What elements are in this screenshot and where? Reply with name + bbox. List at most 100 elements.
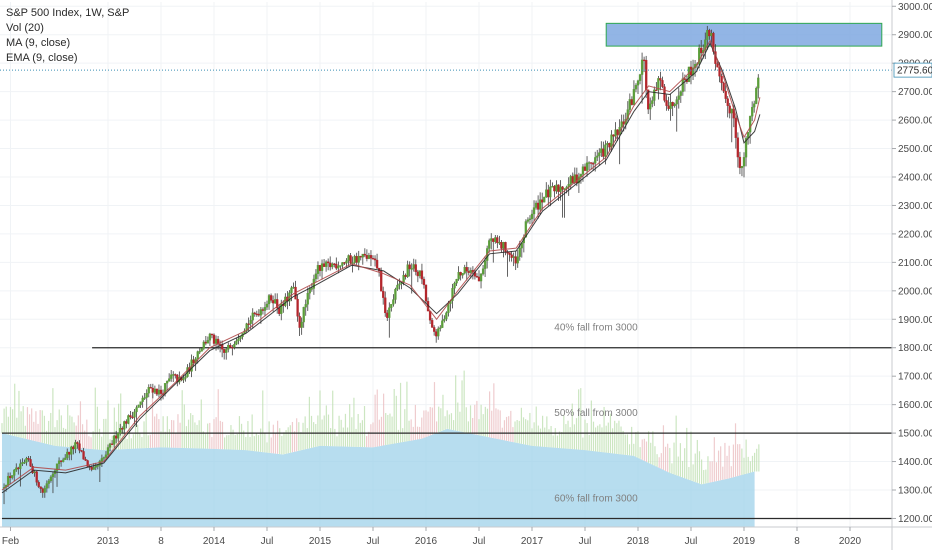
candle-body [483,260,487,269]
candle-body [290,287,293,293]
candle-body [153,388,157,393]
candle-body [108,443,112,448]
candle-body [341,262,344,266]
candle-body [159,389,163,394]
candle-body [642,59,646,62]
candle-body [681,78,684,92]
candle-body [115,435,118,439]
candle-body [382,291,385,298]
x-tick-label: Jul [579,536,592,547]
candle-body [196,351,199,360]
candle-body [112,435,116,445]
candle-body [227,345,230,350]
candle-body [665,100,668,106]
y-tick-label: 2100.00 [898,258,932,269]
candle-body [343,262,346,264]
candle-body [143,397,146,399]
candle-body [318,265,322,271]
candle-body [647,89,650,110]
x-tick-label: 2020 [839,536,862,547]
candle-body [271,300,275,304]
candle-body [451,288,454,301]
candle-body [561,186,564,190]
candle-body [373,258,377,261]
candle-body [68,451,71,455]
candle-body [245,323,248,332]
candle-body [347,255,350,261]
candle-body [596,155,599,158]
candle-body [604,144,607,157]
x-tick-label: 2015 [309,536,332,547]
candle-body [606,143,609,145]
candle-body [612,134,615,137]
candle-body [43,488,46,493]
candle-body [119,428,122,434]
candle-body [298,316,301,328]
candle-body [78,443,81,451]
candle-body [149,387,152,389]
candle-body [628,99,631,110]
y-tick-label: 2500.00 [898,144,932,155]
candle-body [223,349,226,353]
candle-body [728,105,731,114]
candle-body [547,189,550,198]
y-tick-label: 2300.00 [898,201,932,212]
candle-body [202,341,205,349]
candle-body [320,263,324,271]
last-price-label: 2775.60 [897,66,932,77]
candle-body [253,312,256,315]
candle-body [545,189,548,198]
candle-body [412,264,415,269]
candle-body [361,253,364,258]
candle-body [353,256,356,263]
candle-body [322,263,326,267]
candle-body [151,387,154,393]
candle-body [11,475,14,478]
candle-body [145,393,148,398]
candle-body [35,471,38,483]
y-tick-label: 1500.00 [898,429,932,440]
y-tick-label: 1800.00 [898,343,932,354]
candle-body [147,387,150,394]
candle-body [457,272,460,280]
candle-body [751,106,754,117]
y-tick-label: 1700.00 [898,372,932,383]
candle-body [380,270,383,292]
candle-body [514,256,517,264]
resistance-zone [605,22,883,47]
candle-body [755,88,758,104]
y-tick-label: 1600.00 [898,400,932,411]
candle-body [208,333,212,341]
candle-body [13,469,16,476]
x-tick-label: Jul [261,536,274,547]
candle-body [669,102,672,109]
candle-body [84,459,87,461]
candle-body [129,415,132,418]
candle-body [33,471,36,474]
candle-body [730,108,733,114]
candle-body [645,59,648,91]
candle-body [528,218,532,221]
candle-body [300,321,303,328]
y-tick-label: 2200.00 [898,229,932,240]
candle-body [549,186,552,198]
candle-body [6,475,10,486]
candle-body [543,196,546,203]
candle-body [157,389,161,395]
candle-body [559,186,562,192]
candle-body [492,238,495,242]
candle-body [296,298,299,317]
candle-body [581,166,585,175]
candle-body [225,349,228,353]
candle-body [369,255,373,259]
candle-body [82,451,85,460]
candle-body [96,465,99,467]
candle-body [304,304,307,308]
candle-body [337,265,340,269]
candle-body [614,129,617,137]
candle-body [437,328,440,337]
candle-body [539,199,542,210]
candle-body [406,264,409,277]
